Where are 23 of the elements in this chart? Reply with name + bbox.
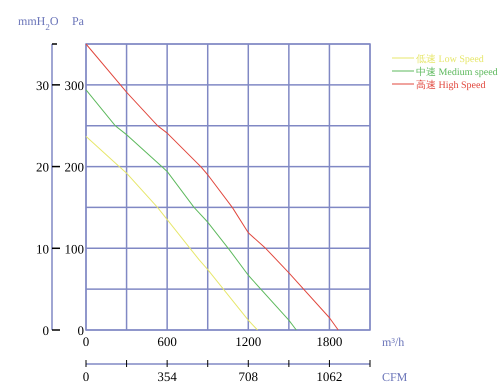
legend-label: 低速 Low Speed [416, 53, 484, 65]
y-tick-label: 0 [78, 323, 84, 338]
y2-tick-label: 10 [36, 241, 49, 256]
y-axis-title: Pa [72, 14, 85, 28]
y2-tick-label: 0 [42, 323, 49, 338]
y-tick-label: 100 [64, 241, 84, 256]
x2-tick-label: 354 [157, 369, 178, 384]
x-axis-title: m³/h [382, 335, 404, 349]
x2-tick-label: 1062 [316, 369, 342, 384]
x2-axis-title: CFM [382, 370, 408, 384]
x-tick-label: 1200 [235, 334, 262, 349]
y-tick-label: 200 [64, 160, 84, 175]
y-tick-label: 300 [64, 78, 84, 93]
x-tick-label: 600 [157, 334, 177, 349]
y2-tick-label: 20 [36, 160, 49, 175]
legend-label: 中速 Medium speed [416, 66, 498, 78]
legend-label: 高速 High Speed [416, 79, 486, 91]
x-tick-label: 1800 [316, 334, 342, 349]
y2-tick-label: 30 [36, 78, 49, 93]
line-series [86, 89, 297, 330]
y2-axis-title: mmH$_{2}$O [18, 14, 59, 32]
line-series [86, 136, 258, 330]
x2-tick-label: 708 [238, 369, 258, 384]
